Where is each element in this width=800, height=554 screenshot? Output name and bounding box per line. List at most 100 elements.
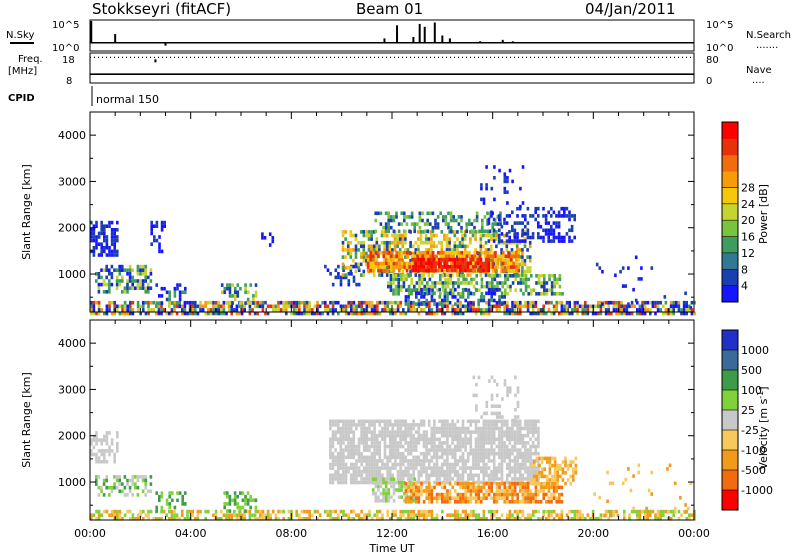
power-cell [576, 304, 579, 309]
velocity-cell [524, 426, 527, 431]
power-cell [249, 301, 253, 305]
power-cell [528, 240, 532, 245]
power-cell [540, 281, 543, 285]
velocity-cell [373, 455, 376, 460]
power-cell [496, 265, 500, 269]
velocity-cell [374, 484, 378, 489]
power-cell [376, 308, 379, 312]
power-cell [589, 304, 592, 309]
velocity-cell [225, 513, 228, 517]
power-cell [464, 287, 467, 292]
power-cell [253, 311, 257, 316]
power-cell [400, 254, 404, 259]
power-cell [418, 215, 422, 219]
velocity-cell [266, 513, 270, 517]
velocity-cell [433, 451, 436, 456]
power-cell [428, 291, 431, 296]
velocity-cell [331, 509, 335, 514]
velocity-cell [394, 437, 397, 442]
velocity-cell [490, 444, 493, 449]
velocity-cell [472, 451, 475, 456]
power-cell [482, 298, 486, 303]
velocity-cell [256, 517, 259, 521]
power-cell [214, 311, 218, 316]
power-cell [419, 257, 423, 262]
power-cell [448, 265, 452, 269]
power-cell [550, 239, 553, 243]
velocity-cell [334, 462, 337, 467]
power-cell [396, 304, 400, 309]
velocity-cell [422, 513, 426, 517]
velocity-cell [477, 473, 480, 478]
velocity-cell [362, 480, 366, 485]
power-cell [155, 224, 159, 228]
power-cell [144, 290, 147, 294]
power-cell [441, 281, 445, 285]
power-cell [489, 237, 493, 241]
power-cell [487, 302, 491, 306]
velocity-cell [637, 463, 641, 468]
velocity-cell [524, 496, 527, 500]
velocity-cell [103, 509, 106, 514]
velocity-cell [641, 509, 644, 514]
velocity-cell [443, 482, 447, 486]
velocity-cell [550, 513, 553, 517]
velocity-cell [378, 423, 382, 427]
velocity-cell [233, 498, 237, 503]
velocity-cell [479, 451, 483, 456]
power-cell [240, 311, 244, 316]
velocity-cell [535, 471, 539, 475]
velocity-cell [425, 444, 428, 449]
velocity-cell [381, 462, 384, 467]
power-cell [504, 261, 508, 266]
velocity-cell [578, 513, 582, 517]
power-cell [382, 254, 385, 259]
power-cell [426, 222, 429, 226]
velocity-cell [404, 430, 408, 434]
power-cell [484, 233, 488, 238]
power-cell [346, 248, 350, 252]
velocity-cell [443, 473, 447, 478]
power-cell [113, 238, 116, 243]
velocity-cell [508, 485, 512, 490]
power-cell [521, 273, 524, 277]
power-cell [243, 304, 246, 309]
velocity-cell [461, 430, 465, 434]
velocity-cell [472, 455, 475, 460]
power-cell [380, 233, 384, 238]
power-cell [430, 261, 433, 265]
power-cell [370, 248, 373, 252]
power-cell [420, 287, 423, 292]
velocity-cell [97, 438, 101, 442]
velocity-cell [344, 426, 348, 431]
velocity-cell [490, 496, 493, 500]
velocity-cell [394, 441, 397, 445]
power-cell [324, 304, 327, 309]
power-cell [354, 248, 358, 252]
power-cell [274, 308, 278, 312]
power-cell [147, 304, 150, 309]
power-cell [194, 300, 197, 305]
velocity-cell [459, 437, 462, 442]
velocity-cell [474, 492, 478, 497]
power-cell [178, 290, 182, 295]
velocity-cell [524, 482, 527, 486]
power-cell [369, 258, 372, 262]
power-cell [522, 277, 525, 282]
power-cell [450, 250, 453, 255]
velocity-cell [451, 419, 454, 424]
velocity-cell [175, 517, 179, 521]
velocity-cell [435, 430, 439, 434]
power-cell [97, 311, 101, 316]
velocity-cell [196, 517, 200, 521]
power-cell [504, 281, 507, 285]
power-cell [400, 211, 403, 216]
velocity-cell [553, 471, 557, 475]
power-cell [459, 311, 462, 316]
velocity-cell [448, 489, 452, 493]
velocity-cell [529, 455, 532, 460]
velocity-cell [552, 517, 556, 521]
velocity-cell [493, 513, 496, 517]
power-cell [222, 300, 226, 305]
velocity-cell [430, 433, 434, 438]
